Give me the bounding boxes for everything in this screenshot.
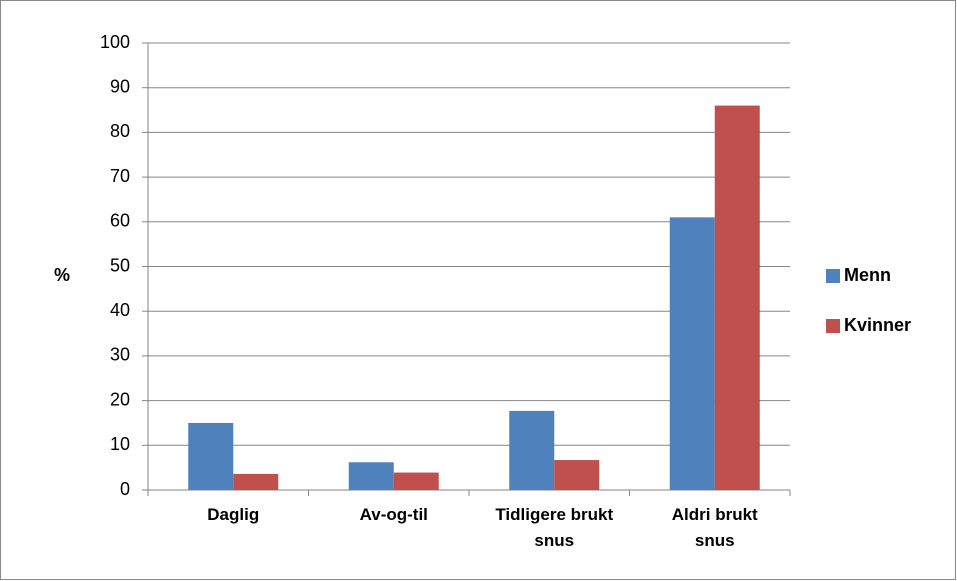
- y-tick-label: 100: [100, 32, 130, 52]
- bar: [509, 410, 555, 490]
- y-tick-label: 40: [110, 300, 130, 320]
- y-tick-label: 50: [110, 255, 130, 275]
- legend-label: Menn: [844, 265, 891, 285]
- y-tick-label: 10: [110, 434, 130, 454]
- x-tick-label: Daglig: [207, 505, 260, 524]
- x-tick-label: Aldri brukt snus: [671, 505, 758, 550]
- bar: [714, 105, 760, 490]
- y-tick-label: 70: [110, 166, 130, 186]
- legend-swatch: [826, 269, 840, 283]
- y-tick-label: 80: [110, 121, 130, 141]
- bar: [188, 422, 234, 490]
- y-tick-label: 20: [110, 389, 130, 409]
- legend-label: Kvinner: [844, 315, 911, 335]
- y-tick-label: 30: [110, 345, 130, 365]
- x-tick-label: Tidligere brukt snus: [495, 505, 614, 550]
- y-tick-label: 0: [120, 479, 130, 499]
- bar: [393, 472, 439, 490]
- bar: [233, 473, 279, 490]
- legend-swatch: [826, 319, 840, 333]
- y-tick-label: 60: [110, 211, 130, 231]
- y-tick-label: 90: [110, 76, 130, 96]
- bar: [348, 462, 394, 490]
- x-tick-label: Av-og-til: [359, 505, 428, 524]
- y-axis-label: %: [54, 265, 70, 285]
- bar: [554, 460, 600, 490]
- bar: [669, 217, 715, 490]
